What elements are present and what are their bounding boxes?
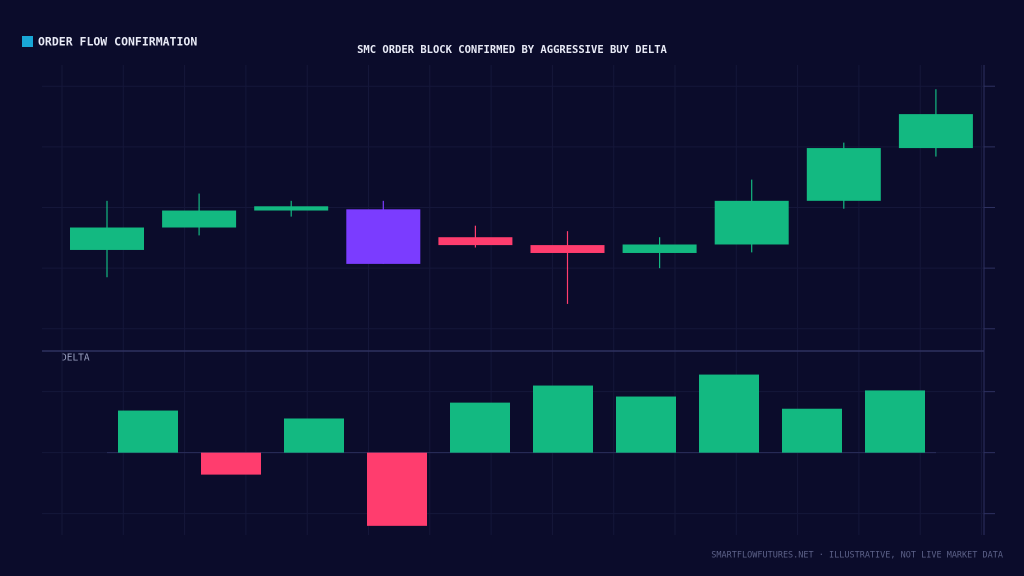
delta-bar bbox=[367, 452, 427, 526]
delta-bar bbox=[782, 408, 842, 453]
candle-body bbox=[254, 206, 329, 211]
candle-body bbox=[70, 227, 144, 250]
delta-bar bbox=[699, 374, 759, 453]
candle-body bbox=[162, 210, 237, 228]
candle-body bbox=[622, 244, 697, 253]
legend-label: ORDER FLOW CONFIRMATION bbox=[38, 35, 197, 49]
chart-title: SMC ORDER BLOCK CONFIRMED BY AGGRESSIVE … bbox=[357, 44, 667, 56]
delta-bar bbox=[865, 390, 925, 453]
footer: SMARTFLOWFUTURES.NET · ILLUSTRATIVE, NOT… bbox=[711, 551, 1003, 561]
candle-body bbox=[530, 245, 605, 253]
candle-body bbox=[714, 200, 789, 245]
delta-bar bbox=[284, 418, 344, 453]
candle-body bbox=[346, 209, 421, 264]
delta-bar bbox=[616, 396, 676, 453]
delta-bar bbox=[201, 452, 261, 475]
candle-body bbox=[806, 148, 881, 201]
panel-label: DELTA bbox=[61, 353, 90, 364]
legend-swatch bbox=[22, 36, 33, 47]
candle-body bbox=[898, 114, 973, 149]
delta-bar bbox=[118, 410, 178, 453]
delta-bar bbox=[450, 402, 510, 453]
candle-body bbox=[438, 237, 513, 246]
delta-bar bbox=[533, 385, 593, 453]
